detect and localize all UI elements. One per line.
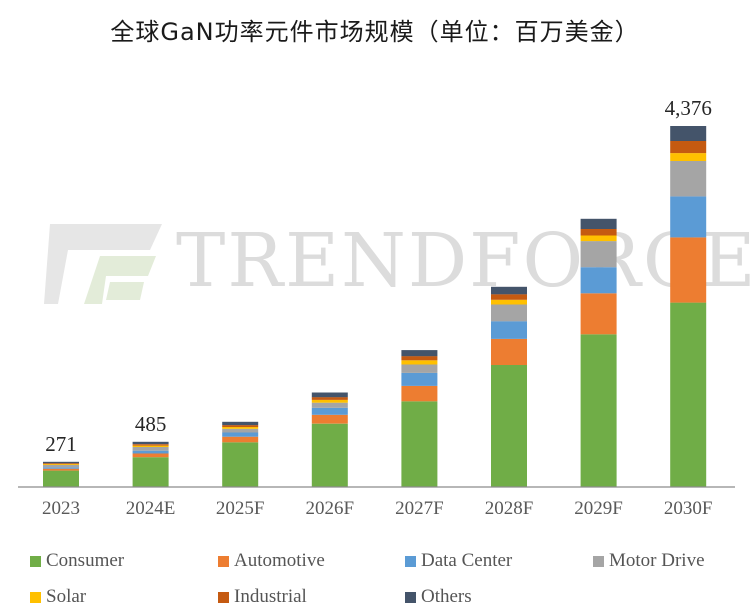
x-tick-labels: 2023 2024E 2025F 2026F 2027F 2028F 2029F 2030F [42,498,712,519]
bar-segment-solar-2023 [43,464,79,465]
bar-segment-consumer-2028f [491,365,527,487]
legend-item-solar: Solar [30,586,86,608]
bar-segment-others-2026f [311,392,348,398]
bar-segment-industrial-2023 [43,463,79,465]
legend-item-consumer: Consumer [30,550,124,572]
legend-swatch [218,591,229,603]
x-tick-label: 2026F [306,498,355,519]
bar-segment-motor-drive-2024e [132,447,169,451]
total-labels: 271 485 4,376 [45,96,712,456]
bar-segment-motor-drive-2028f [491,304,527,322]
bar-segment-others-2030f [670,126,707,141]
bar-segment-solar-2026f [311,399,348,403]
bar-segment-motor-drive-2027f [401,364,438,373]
bar-segment-industrial-2027f [401,356,438,361]
bar-segment-automotive-2024e [132,453,169,458]
legend-label: Data Center [421,550,513,571]
x-tick-label: 2028F [485,498,534,519]
total-label-2023: 271 [45,432,77,456]
watermark-text: TRENDFORCE [176,218,750,304]
bar-segment-data-center-2024e [132,450,169,454]
bar-segment-automotive-2030f [670,237,707,303]
bar-segment-automotive-2023 [43,468,79,471]
bar-segment-others-2023 [43,461,79,464]
legend-swatch [30,555,41,567]
stacked-bar-chart: 2023 2024E 2025F 2026F 2027F 2028F 2029F 2030F … [18,96,735,519]
x-tick-label: 2024E [126,498,176,519]
bar-segment-data-center-2029f [580,267,617,294]
bar-segment-automotive-2027f [401,385,438,402]
bar-segment-data-center-2027f [401,372,438,386]
legend-swatch [593,555,604,567]
bar-segment-automotive-2028f [491,338,527,365]
trendforce-logo-icon [44,224,162,304]
bar-segment-automotive-2029f [580,293,617,335]
bar-segment-automotive-2026f [311,414,348,424]
legend-label: Others [421,586,472,607]
bar-segment-solar-2030f [670,153,707,161]
bar-segment-solar-2025f [222,426,259,429]
legend-item-automotive: Automotive [218,550,325,572]
bar-segment-consumer-2025f [222,442,259,487]
bar-segment-motor-drive-2025f [222,428,259,433]
bar-segment-data-center-2028f [491,321,527,339]
bars-group [43,126,707,487]
legend-item-industrial: Industrial [218,586,307,608]
legend-label: Consumer [46,550,125,571]
bar-segment-solar-2024e [132,445,169,447]
bar-segment-solar-2027f [401,360,438,365]
bar-segment-others-2025f [222,421,259,426]
bar-segment-motor-drive-2026f [311,402,348,408]
bar-segment-others-2028f [491,286,527,295]
bar-segment-industrial-2029f [580,229,617,236]
legend-swatch [218,555,229,567]
bar-segment-data-center-2030f [670,196,707,238]
bar-segment-industrial-2028f [491,294,527,300]
bar-segment-consumer-2023 [43,470,79,487]
legend-label: Automotive [234,550,325,571]
bar-segment-industrial-2026f [311,397,348,400]
bar-segment-industrial-2030f [670,141,707,154]
bar-segment-consumer-2026f [311,423,348,487]
legend-label: Solar [46,586,87,607]
x-tick-label: 2029F [574,498,623,519]
legend-item-motor-drive: Motor Drive [593,550,705,572]
bar-segment-data-center-2026f [311,407,348,415]
bar-segment-industrial-2025f [222,425,259,427]
bar-segment-others-2029f [580,218,617,229]
chart-title: 全球GaN功率元件市场规模（单位：百万美金） [110,18,640,46]
legend-swatch [405,555,416,567]
legend-item-others: Others [405,586,472,608]
bar-segment-automotive-2025f [222,436,259,443]
x-tick-label: 2027F [395,498,444,519]
bar-segment-solar-2028f [491,299,527,305]
bar-segment-industrial-2024e [132,444,169,446]
bar-segment-data-center-2023 [43,467,79,469]
bar-segment-consumer-2030f [670,302,707,487]
bar-segment-consumer-2024e [132,457,169,487]
bar-segment-motor-drive-2023 [43,465,79,468]
legend-swatch [30,591,41,603]
bar-segment-others-2027f [401,350,438,357]
bar-segment-others-2024e [132,441,169,445]
legend-label: Motor Drive [609,550,705,571]
legend-label: Industrial [234,586,307,607]
legend-item-data-center: Data Center [405,550,512,572]
x-tick-label: 2025F [216,498,265,519]
total-label-2024e: 485 [135,412,167,436]
bar-segment-motor-drive-2029f [580,241,617,268]
bar-segment-data-center-2025f [222,432,259,437]
x-tick-label: 2023 [42,498,80,519]
legend-swatch [405,591,416,603]
x-tick-label: 2030F [664,498,713,519]
bar-segment-consumer-2027f [401,401,438,487]
trendforce-watermark: TRENDFORCE [44,212,750,312]
bar-segment-solar-2029f [580,235,617,242]
total-label-2030f: 4,376 [665,96,712,120]
bar-segment-motor-drive-2030f [670,161,707,197]
bar-segment-consumer-2029f [580,334,617,487]
